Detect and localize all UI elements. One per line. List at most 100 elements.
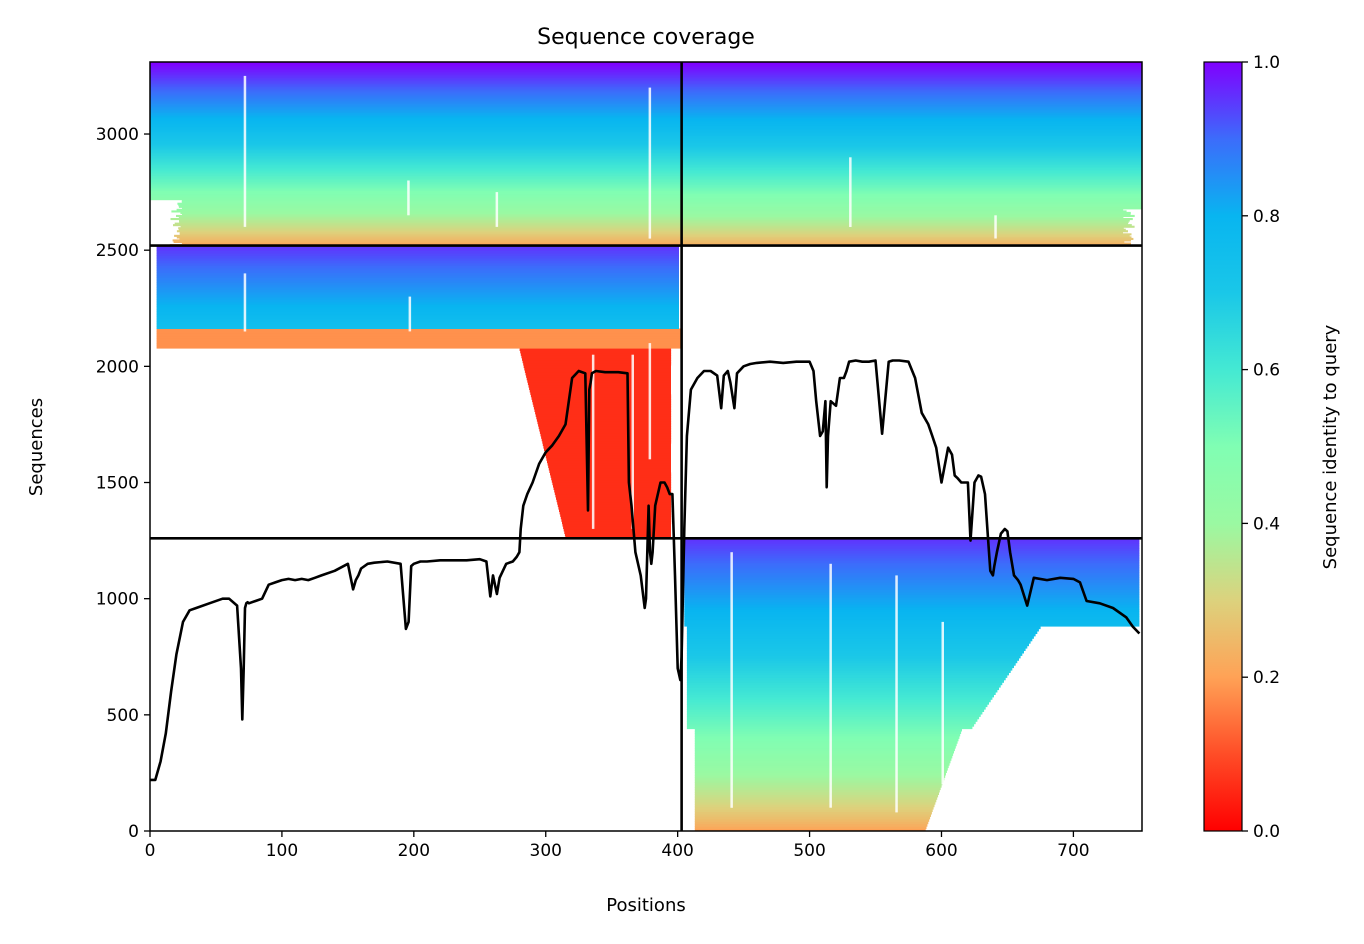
- x-axis-label: Positions: [606, 895, 685, 916]
- msa-row: [561, 518, 672, 522]
- msa-row: [156, 321, 680, 325]
- msa-row: [150, 92, 682, 95]
- msa-row: [686, 699, 991, 703]
- msa-row: [150, 143, 682, 146]
- msa-row: [156, 289, 680, 293]
- msa-row: [150, 135, 682, 138]
- msa-row: [681, 210, 1127, 213]
- msa-row: [694, 772, 946, 776]
- msa-row: [156, 265, 680, 269]
- msa-row: [150, 132, 682, 135]
- msa-row: [150, 84, 682, 87]
- msa-row: [694, 728, 962, 732]
- msa-row: [681, 193, 1142, 196]
- msa-row: [150, 179, 682, 182]
- x-tick-label: 200: [398, 841, 430, 861]
- msa-row: [150, 101, 682, 104]
- msa-row: [150, 130, 682, 133]
- msa-row: [694, 740, 958, 744]
- msa-row: [150, 187, 682, 190]
- msa-row: [686, 679, 1004, 683]
- y-tick-label: 0: [128, 822, 139, 842]
- msa-row: [681, 192, 1142, 195]
- msa-row: [547, 462, 671, 466]
- msa-row: [544, 450, 671, 454]
- msa-row: [681, 127, 1142, 130]
- msa-row: [684, 540, 1140, 544]
- msa-row: [150, 156, 682, 159]
- msa-row: [684, 609, 1140, 612]
- msa-row: [681, 112, 1142, 115]
- msa-row: [686, 677, 1006, 681]
- msa-row: [529, 389, 671, 393]
- msa-row: [694, 782, 943, 786]
- msa-row: [551, 477, 672, 481]
- msa-row: [681, 72, 1142, 75]
- msa-row: [150, 147, 682, 150]
- msa-row: [553, 484, 672, 488]
- msa-row: [684, 594, 1140, 598]
- msa-row: [150, 198, 682, 201]
- msa-row: [694, 748, 955, 752]
- msa-row: [178, 228, 682, 231]
- msa-row: [694, 770, 947, 773]
- msa-row: [681, 196, 1142, 199]
- msa-row: [156, 333, 682, 337]
- msa-row: [150, 62, 682, 65]
- msa-row: [176, 214, 682, 217]
- msa-row: [686, 643, 1029, 647]
- msa-row: [684, 582, 1140, 586]
- x-tick-label: 300: [530, 841, 562, 861]
- msa-row: [150, 74, 682, 77]
- msa-row: [681, 178, 1142, 181]
- msa-row: [686, 670, 1011, 673]
- msa-row: [694, 777, 945, 781]
- msa-row: [681, 159, 1142, 162]
- coverage-line: [150, 359, 1141, 782]
- plot-frame: [149, 61, 1143, 832]
- msa-row: [681, 110, 1142, 113]
- msa-row: [533, 404, 672, 408]
- msa-row: [684, 567, 1140, 571]
- msa-row: [156, 294, 680, 298]
- msa-row: [694, 813, 931, 817]
- msa-row: [681, 179, 1142, 182]
- msa-row: [684, 623, 1140, 627]
- msa-row: [681, 95, 1142, 98]
- msa-row: [694, 826, 927, 830]
- msa-row: [681, 233, 1132, 236]
- msa-row: [171, 210, 682, 213]
- msa-row: [181, 242, 682, 245]
- msa-row: [534, 409, 672, 412]
- msa-row: [538, 423, 672, 427]
- msa-row: [681, 204, 1142, 207]
- msa-row: [694, 823, 928, 827]
- msa-row: [681, 98, 1142, 101]
- msa-row: [681, 101, 1142, 104]
- msa-row: [531, 396, 672, 400]
- msa-row: [150, 169, 682, 172]
- msa-row: [520, 352, 672, 356]
- msa-row: [686, 674, 1008, 678]
- msa-row: [684, 555, 1140, 559]
- msa-row: [684, 584, 1140, 588]
- msa-row: [150, 133, 682, 136]
- msa-row: [520, 350, 672, 354]
- msa-row: [150, 81, 682, 84]
- msa-row: [526, 377, 671, 381]
- gap-streak: [829, 563, 832, 808]
- msa-row: [681, 211, 1131, 214]
- msa-row: [681, 199, 1142, 202]
- msa-row: [557, 501, 672, 505]
- msa-row: [150, 178, 682, 181]
- msa-row: [150, 97, 682, 100]
- msa-row: [150, 71, 682, 74]
- msa-row: [681, 103, 1142, 106]
- msa-row: [150, 181, 682, 184]
- msa-row: [150, 109, 682, 112]
- msa-row: [150, 192, 682, 195]
- msa-row: [563, 526, 671, 530]
- msa-row: [557, 504, 672, 508]
- msa-row: [681, 173, 1142, 176]
- msa-row: [563, 528, 671, 532]
